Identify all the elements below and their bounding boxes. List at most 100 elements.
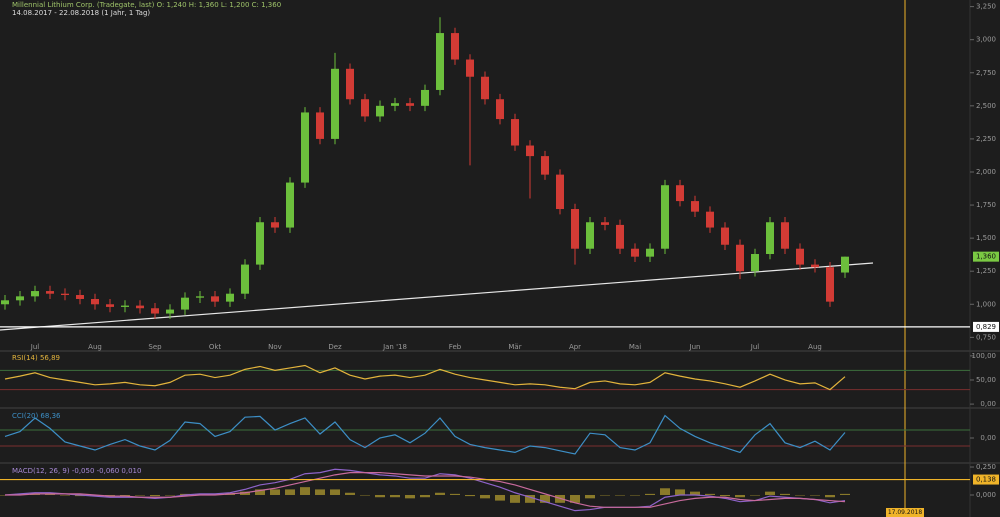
chart-title: Millennial Lithium Corp. (Tradegate, las… bbox=[12, 1, 281, 9]
candle-body bbox=[181, 297, 189, 310]
x-tick-label: Jan '18 bbox=[382, 343, 407, 351]
x-tick-label: Okt bbox=[209, 343, 222, 351]
candle-body bbox=[556, 174, 564, 210]
x-tick-label: Jul bbox=[30, 343, 40, 351]
candle-body bbox=[271, 222, 279, 228]
y-tick-label: 1,000 bbox=[976, 300, 996, 308]
cursor-label: 17.09.2018 bbox=[888, 509, 923, 516]
candle-body bbox=[91, 298, 99, 305]
histogram-bar bbox=[360, 494, 370, 496]
histogram-bar bbox=[510, 494, 520, 503]
y-tick-label: 50,00 bbox=[976, 376, 996, 384]
histogram-bar bbox=[690, 491, 700, 495]
candle-body bbox=[421, 89, 429, 106]
histogram-bar bbox=[600, 494, 610, 496]
candle-body bbox=[406, 103, 414, 106]
histogram-bar bbox=[795, 494, 805, 496]
histogram-bar bbox=[165, 494, 175, 496]
candle-body bbox=[241, 264, 249, 294]
candle-body bbox=[211, 296, 219, 302]
last-price-label: 1,360 bbox=[976, 253, 996, 261]
y-tick-label: 1,750 bbox=[976, 201, 996, 209]
x-tick-label: Nov bbox=[268, 343, 282, 351]
price-label: 0,138 bbox=[976, 476, 996, 484]
histogram-bar bbox=[465, 494, 475, 497]
histogram-bar bbox=[390, 494, 400, 498]
price-label-box bbox=[973, 474, 999, 485]
legend-label: RSI(14) 56,89 bbox=[12, 354, 60, 362]
x-tick-label: Aug bbox=[808, 343, 822, 351]
histogram-bar bbox=[780, 493, 790, 495]
candle-body bbox=[196, 296, 204, 298]
y-tick-label: 1,250 bbox=[976, 267, 996, 275]
candle-body bbox=[511, 119, 519, 146]
histogram-bar bbox=[735, 494, 745, 498]
histogram-bar bbox=[315, 489, 325, 495]
histogram-bar bbox=[150, 494, 160, 497]
candle-body bbox=[616, 224, 624, 249]
x-tick-label: Jun bbox=[689, 343, 701, 351]
candle-body bbox=[721, 227, 729, 245]
histogram-bar bbox=[450, 493, 460, 495]
y-tick-label: 0,250 bbox=[976, 463, 996, 471]
x-tick-label: Mär bbox=[508, 343, 521, 351]
legend-label: CCI(20) 68,36 bbox=[12, 412, 61, 420]
candle-body bbox=[346, 68, 354, 100]
candle-body bbox=[46, 291, 54, 294]
histogram-bar bbox=[435, 492, 445, 495]
candle-body bbox=[496, 99, 504, 120]
histogram-bar bbox=[615, 494, 625, 496]
candle-body bbox=[826, 267, 834, 302]
histogram-bar bbox=[135, 494, 145, 496]
y-tick-label: 3,000 bbox=[976, 36, 996, 44]
y-tick-label: 2,000 bbox=[976, 168, 996, 176]
y-tick-label: 0,00 bbox=[980, 400, 996, 408]
candle-body bbox=[61, 293, 69, 296]
histogram-bar bbox=[285, 489, 295, 495]
histogram-bar bbox=[255, 489, 265, 495]
x-tick-label: Mai bbox=[629, 343, 641, 351]
histogram-bar bbox=[480, 494, 490, 499]
y-tick-label: 2,750 bbox=[976, 69, 996, 77]
histogram-bar bbox=[60, 494, 70, 496]
x-tick-label: Aug bbox=[88, 343, 102, 351]
series-line bbox=[5, 472, 846, 508]
histogram-bar bbox=[525, 494, 535, 503]
candle-body bbox=[31, 291, 39, 297]
histogram-bar bbox=[675, 489, 685, 495]
x-tick-label: Apr bbox=[569, 343, 581, 351]
candle-body bbox=[796, 248, 804, 265]
candle-body bbox=[436, 33, 444, 90]
histogram-bar bbox=[270, 489, 280, 495]
series-line bbox=[4, 414, 846, 455]
candle-body bbox=[676, 185, 684, 202]
candle-body bbox=[586, 222, 594, 249]
histogram-bar bbox=[585, 494, 595, 499]
candle-body bbox=[1, 300, 9, 305]
candle-body bbox=[811, 264, 819, 268]
candle-body bbox=[766, 222, 774, 255]
price-label: 0,829 bbox=[976, 323, 996, 331]
y-tick-label: 2,500 bbox=[976, 102, 996, 110]
candle-body bbox=[571, 209, 579, 249]
x-tick-label: Dez bbox=[328, 343, 342, 351]
cursor-label-box bbox=[886, 508, 924, 517]
candle-body bbox=[541, 156, 549, 175]
histogram-bar bbox=[720, 494, 730, 497]
candle-body bbox=[136, 305, 144, 309]
x-tick-label: Jul bbox=[750, 343, 760, 351]
candle-body bbox=[781, 222, 789, 249]
candle-body bbox=[466, 59, 474, 77]
candle-body bbox=[376, 105, 384, 117]
candle-body bbox=[691, 201, 699, 212]
candle-body bbox=[391, 103, 399, 106]
histogram-bar bbox=[660, 488, 670, 495]
candle-body bbox=[286, 182, 294, 228]
y-tick-label: 100,00 bbox=[972, 352, 997, 360]
candle-body bbox=[631, 248, 639, 257]
candle-body bbox=[106, 304, 114, 307]
candle-body bbox=[121, 305, 129, 307]
candle-body bbox=[76, 295, 84, 299]
candle-body bbox=[166, 309, 174, 314]
